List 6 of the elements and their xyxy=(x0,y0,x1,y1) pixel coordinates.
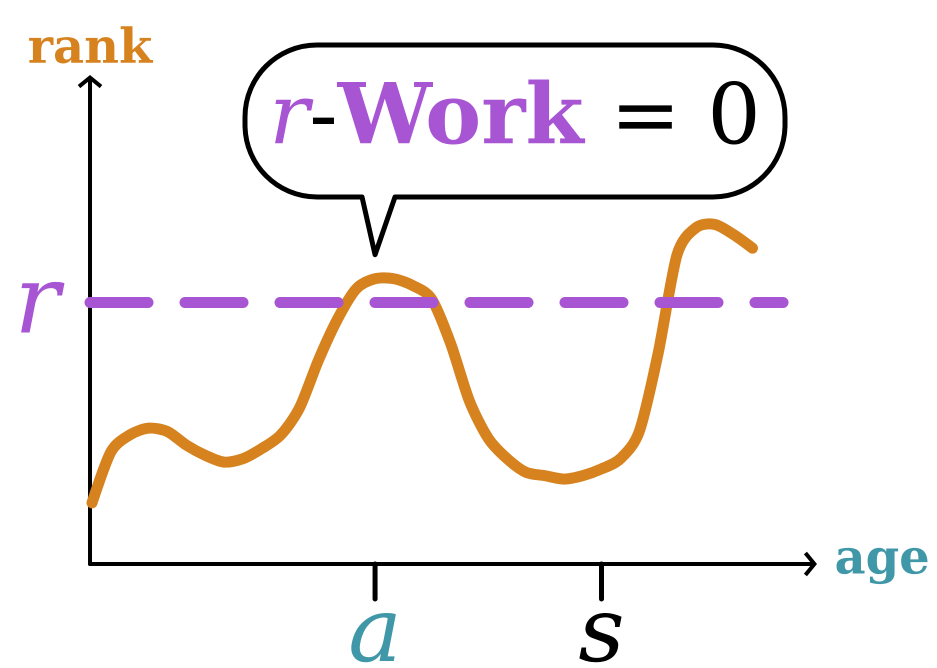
x-tick-label: a xyxy=(351,612,396,662)
x-axis-title: age xyxy=(836,548,928,584)
x-tick-label: s xyxy=(579,612,622,662)
ref-line-label: r xyxy=(21,282,64,333)
y-axis-title: rank xyxy=(29,26,154,64)
annotation: r-Work = 0 xyxy=(275,79,756,144)
